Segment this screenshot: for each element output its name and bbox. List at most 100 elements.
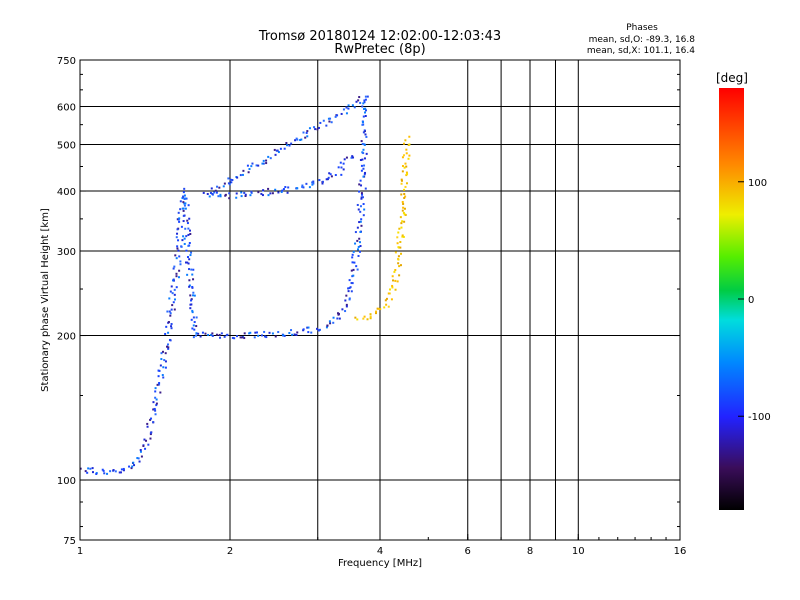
data-point [306, 326, 309, 329]
stats-header: Phases [626, 23, 658, 33]
data-point [189, 232, 192, 235]
data-point [262, 189, 265, 192]
data-point [155, 404, 158, 407]
data-point [401, 235, 404, 238]
data-point [157, 375, 160, 378]
data-point [329, 322, 332, 325]
data-point [405, 152, 408, 155]
data-point [392, 279, 395, 282]
data-point [358, 241, 361, 244]
data-point [231, 336, 234, 339]
data-point [326, 324, 329, 327]
data-point [397, 246, 400, 249]
data-point [187, 233, 190, 236]
data-point [393, 270, 396, 273]
data-point [171, 292, 174, 295]
data-point [158, 381, 161, 384]
data-point [388, 292, 391, 295]
data-point [274, 335, 277, 338]
data-point [242, 169, 245, 172]
data-point [308, 127, 311, 130]
data-point [316, 327, 319, 330]
data-point [302, 328, 305, 331]
data-point [139, 449, 142, 452]
data-point [332, 321, 335, 324]
data-point [138, 460, 141, 463]
data-point [242, 335, 245, 338]
data-point [183, 194, 186, 197]
data-point [210, 333, 213, 336]
data-point [325, 124, 328, 127]
data-point [189, 294, 192, 297]
data-point [185, 235, 188, 238]
data-point [359, 205, 362, 208]
data-point [362, 203, 365, 206]
data-point [295, 333, 298, 336]
data-point [79, 467, 82, 470]
data-point [351, 256, 354, 259]
data-point [290, 329, 293, 332]
data-point [317, 126, 320, 129]
data-point [261, 194, 264, 197]
data-point [103, 472, 106, 475]
data-point [403, 213, 406, 216]
data-point [285, 142, 288, 145]
data-point [325, 178, 328, 181]
data-point [363, 111, 366, 114]
data-point [122, 469, 125, 472]
data-point [247, 171, 250, 174]
data-point [130, 467, 133, 470]
data-point [362, 107, 365, 110]
data-point [364, 171, 367, 174]
data-point [167, 321, 170, 324]
data-point [340, 166, 343, 169]
data-point [86, 471, 89, 474]
data-point [347, 107, 350, 110]
data-point [173, 298, 176, 301]
data-point [158, 369, 161, 372]
data-point [140, 455, 143, 458]
data-point [223, 335, 226, 338]
data-point [179, 200, 182, 203]
data-point [301, 185, 304, 188]
data-point [248, 332, 251, 335]
data-point [180, 245, 183, 248]
data-point [308, 186, 311, 189]
data-point [274, 153, 277, 156]
data-point [359, 245, 362, 248]
data-point [137, 457, 140, 460]
colorbar-ticks: 100 0 -100 [738, 178, 771, 423]
data-point [172, 279, 175, 282]
data-point [336, 114, 339, 117]
data-point [277, 191, 280, 194]
data-point [388, 288, 391, 291]
data-point [355, 100, 358, 103]
data-point [357, 254, 360, 257]
data-point [219, 195, 222, 198]
data-point [185, 249, 188, 252]
data-point [359, 159, 362, 162]
data-point [179, 260, 182, 263]
data-point [402, 202, 405, 205]
data-point [358, 190, 361, 193]
data-point [307, 326, 310, 329]
data-point [219, 336, 222, 339]
data-point [383, 306, 386, 309]
data-point [359, 101, 362, 104]
data-point [208, 195, 211, 198]
data-point [394, 251, 397, 254]
data-point [136, 457, 139, 460]
data-point [184, 202, 187, 205]
data-point [178, 220, 181, 223]
data-point [302, 186, 305, 189]
data-point [197, 332, 200, 335]
data-point [172, 278, 175, 281]
data-point [306, 135, 309, 138]
data-point [191, 311, 194, 314]
data-point [139, 450, 142, 453]
data-point [159, 391, 162, 394]
data-point [340, 173, 343, 176]
data-point [265, 159, 268, 162]
data-point [173, 288, 176, 291]
